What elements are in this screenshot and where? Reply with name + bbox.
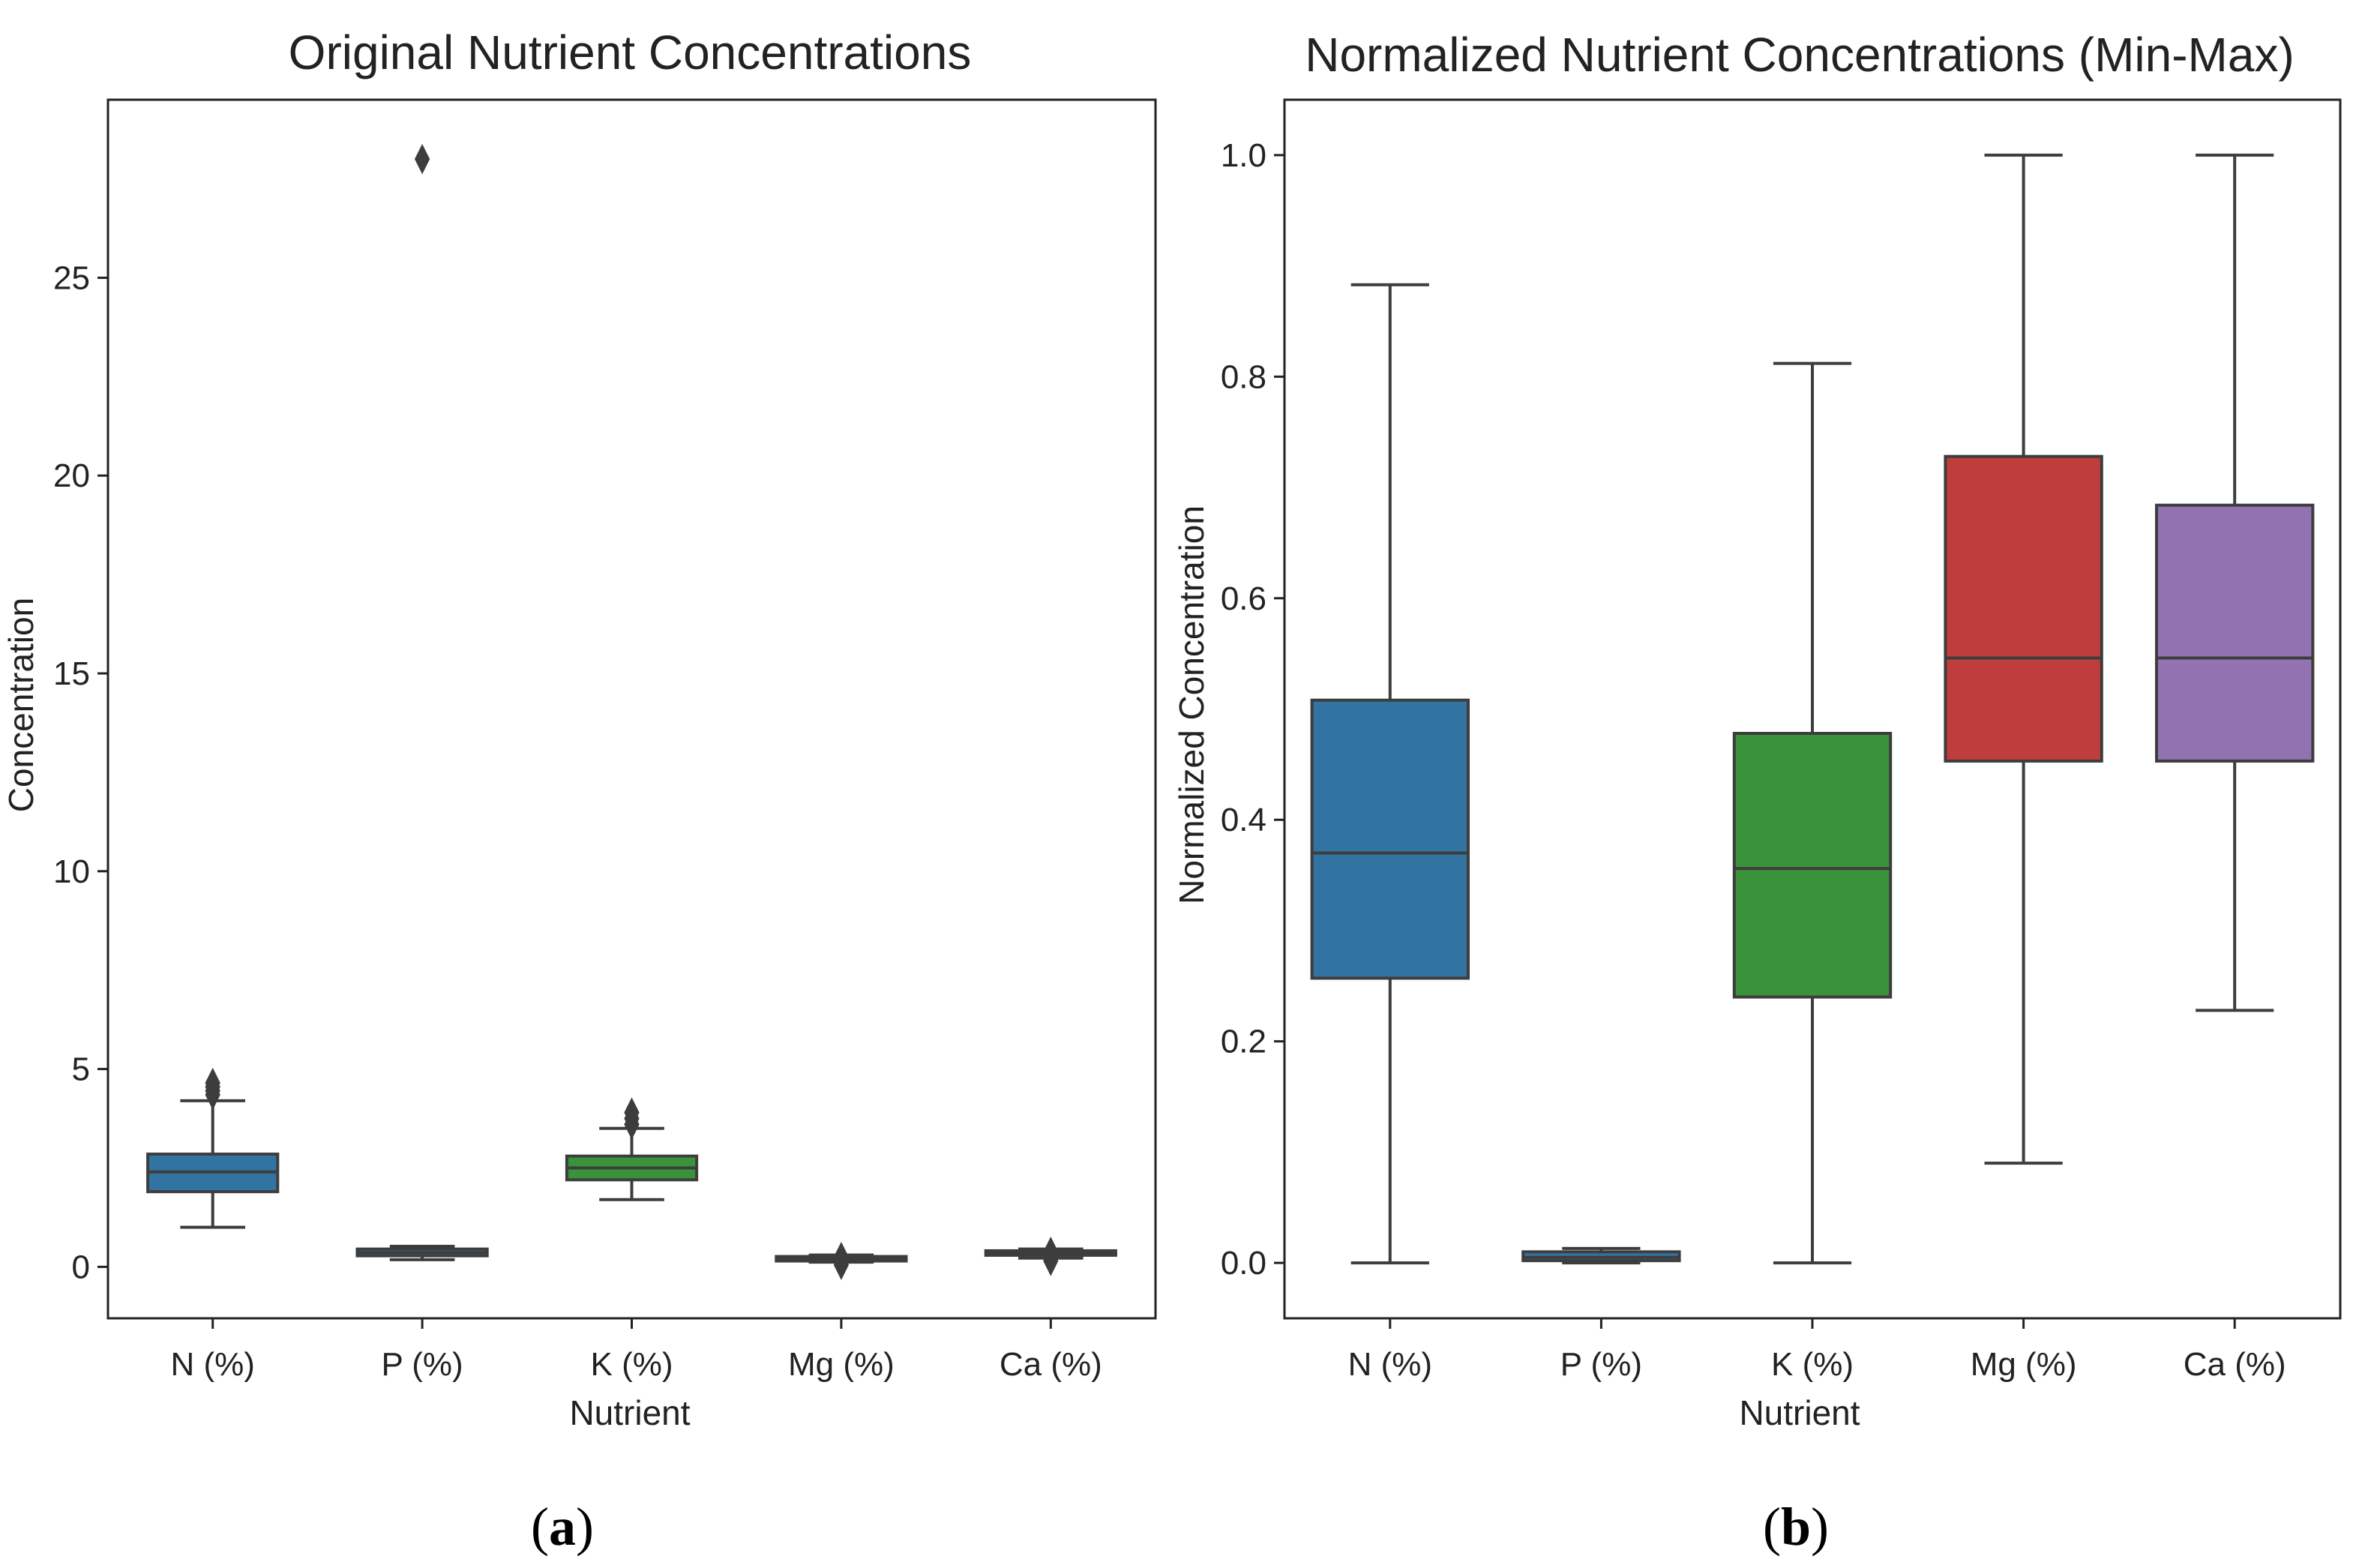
panel-a-xticks: N (%) P (%) K (%) Mg (%) Ca (%): [170, 1318, 1102, 1383]
panel-b-box-mg: [1944, 153, 2103, 1165]
panel-a-box-n: [146, 1067, 280, 1229]
panel-a-xtick-label: P (%): [381, 1346, 463, 1383]
panel-a-label: (a): [531, 1497, 594, 1557]
panel-a-boxplot: Original Nutrient Concentrations Nutrien…: [1, 25, 1157, 1557]
panel-a-xtick-label: N (%): [170, 1346, 254, 1383]
panel-a-frame: [106, 98, 1157, 1320]
panel-b-box-k: [1732, 361, 1893, 1265]
panel-b-xtick-label: P (%): [1560, 1346, 1642, 1383]
box-body: [1310, 698, 1470, 980]
panel-a-label-letter: a: [549, 1497, 576, 1557]
panel-b-label-letter: b: [1781, 1497, 1811, 1557]
panel-b-xlabel: Nutrient: [1739, 1393, 1860, 1432]
panel-b-frame: [1283, 98, 2342, 1320]
panel-a-ylabel: Concentration: [1, 598, 40, 812]
panel-a-ytick-label: 0: [72, 1249, 90, 1285]
outlier-point: [624, 1097, 640, 1128]
panel-a-title: Original Nutrient Concentrations: [289, 25, 972, 79]
panel-a-xlabel: Nutrient: [569, 1393, 690, 1432]
panel-a-boxes: [146, 143, 1117, 1281]
panel-b-title: Normalized Nutrient Concentrations (Min-…: [1305, 28, 2295, 82]
panel-b-yticks: 0.0 0.2 0.4 0.6 0.8 1.0: [1221, 137, 1284, 1282]
panel-b-ytick-label: 0.8: [1221, 358, 1266, 395]
panel-a-box-k: [565, 1097, 699, 1201]
panel-b-ytick-label: 0.2: [1221, 1024, 1266, 1060]
panel-b-xtick-label: N (%): [1348, 1346, 1432, 1383]
panel-b-xtick-label: Mg (%): [1971, 1346, 2077, 1383]
panel-b-xtick-label: K (%): [1771, 1346, 1854, 1383]
panel-a-ytick-label: 5: [72, 1051, 90, 1088]
panel-a-yticks: 0 5 10 15 20 25: [53, 259, 108, 1285]
panel-b-label: (b): [1763, 1497, 1829, 1557]
panel-a-label-open: (: [531, 1497, 549, 1557]
panel-b-ytick-label: 0.6: [1221, 580, 1266, 617]
panel-a-xtick-label: Mg (%): [788, 1346, 895, 1383]
panel-b-box-n: [1310, 283, 1470, 1265]
panel-b-ytick-label: 0.4: [1221, 802, 1266, 838]
panel-a-ytick-label: 10: [53, 853, 90, 890]
panel-a-xtick-label: K (%): [591, 1346, 673, 1383]
outlier-point: [833, 1241, 850, 1273]
panel-b-boxes: [1310, 153, 2315, 1265]
panel-a-box-ca: [984, 1237, 1117, 1276]
outlier-point: [414, 143, 430, 175]
panel-a-box-mg: [775, 1241, 908, 1281]
panel-b-ylabel: Normalized Concentration: [1172, 505, 1211, 904]
panel-b-xticks: N (%) P (%) K (%) Mg (%) Ca (%): [1348, 1318, 2286, 1383]
panel-b-box-ca: [2155, 153, 2315, 1012]
panel-a-xtick-label: Ca (%): [1000, 1346, 1102, 1383]
panel-a-ytick-label: 20: [53, 457, 90, 494]
panel-b-label-close: ): [1811, 1497, 1829, 1557]
panel-a-box-p: [355, 143, 489, 1261]
panel-b-xtick-label: Ca (%): [2184, 1346, 2286, 1383]
panel-a-ytick-label: 25: [53, 259, 90, 296]
panel-b-ytick-label: 1.0: [1221, 137, 1266, 174]
outlier-point: [1043, 1237, 1059, 1267]
panel-b-box-p: [1521, 1246, 1681, 1265]
box-body: [2155, 503, 2315, 763]
panel-b-boxplot: Normalized Nutrient Concentrations (Min-…: [1172, 28, 2342, 1557]
panel-a-ytick-label: 15: [53, 655, 90, 692]
panel-b-ytick-label: 0.0: [1221, 1245, 1266, 1282]
box-body: [1732, 732, 1893, 999]
box-body: [1944, 454, 2103, 763]
outlier-point: [205, 1067, 220, 1099]
panel-a-label-close: ): [576, 1497, 594, 1557]
panel-b-label-open: (: [1763, 1497, 1781, 1557]
